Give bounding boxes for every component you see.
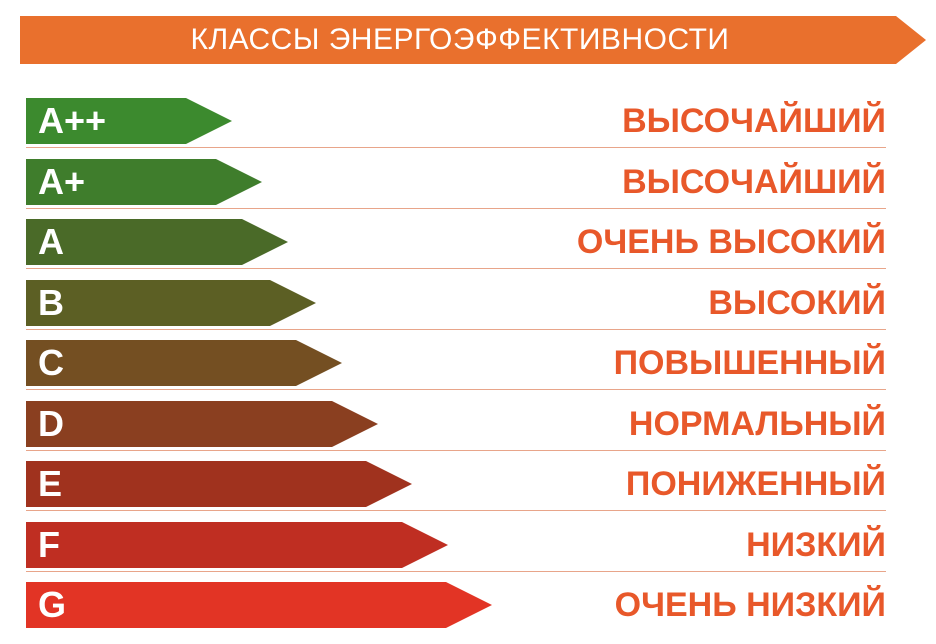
row-divider (26, 268, 886, 269)
energy-class-description: ОЧЕНЬ НИЗКИЙ (614, 586, 886, 624)
arrow-shape (26, 461, 412, 507)
energy-class-arrow: C (26, 340, 342, 386)
energy-class-arrow: F (26, 521, 448, 568)
row-divider (26, 389, 886, 390)
arrow-shape (26, 582, 492, 628)
row-divider (26, 147, 886, 148)
arrow-shape (26, 98, 232, 144)
energy-class-arrow: D (26, 400, 378, 447)
energy-class-row: E ПОНИЖЕННЫЙ (0, 455, 936, 515)
energy-class-label: C (38, 342, 64, 383)
energy-class-row: C ПОВЫШЕННЫЙ (0, 334, 936, 394)
row-divider (26, 449, 886, 451)
row-divider (26, 510, 886, 511)
page-title: КЛАССЫ ЭНЕРГОЭФФЕКТИВНОСТИ (190, 23, 730, 56)
energy-class-row: D НОРМАЛЬНЫЙ (0, 395, 936, 455)
energy-class-row: F НИЗКИЙ (0, 516, 936, 576)
arrow-shape (26, 158, 262, 205)
energy-class-description: ОЧЕНЬ ВЫСОКИЙ (576, 223, 886, 261)
energy-class-arrow: A++ (26, 98, 232, 144)
arrow-shape (26, 521, 448, 568)
energy-class-description: ПОНИЖЕННЫЙ (625, 465, 886, 503)
energy-class-arrow: A+ (26, 158, 262, 205)
energy-class-label: B (38, 281, 64, 323)
row-divider (26, 328, 886, 330)
energy-class-label: D (38, 402, 64, 444)
energy-class-arrow: B (26, 279, 316, 326)
energy-class-description: ПОВЫШЕННЫЙ (613, 344, 886, 382)
energy-class-label: A+ (38, 160, 86, 202)
energy-class-description: ВЫСОКИЙ (708, 283, 886, 322)
energy-class-description: НОРМАЛЬНЫЙ (628, 404, 886, 443)
arrow-shape (26, 219, 288, 265)
arrow-shape (26, 279, 316, 326)
energy-class-label: F (38, 523, 60, 565)
energy-class-row: A++ ВЫСОЧАЙШИЙ (0, 92, 936, 152)
header-arrow-shape (20, 16, 926, 64)
energy-class-description: ВЫСОЧАЙШИЙ (622, 162, 886, 201)
energy-class-row: A+ ВЫСОЧАЙШИЙ (0, 153, 936, 213)
energy-class-label: A (38, 221, 64, 262)
header-banner: КЛАССЫ ЭНЕРГОЭФФЕКТИВНОСТИ (20, 16, 926, 64)
energy-class-arrow: G (26, 582, 492, 628)
row-divider (26, 207, 886, 209)
arrow-shape (26, 340, 342, 386)
energy-class-row: G ОЧЕНЬ НИЗКИЙ (0, 576, 936, 636)
energy-class-label: E (38, 463, 63, 504)
row-divider (26, 570, 886, 572)
arrow-shape (26, 400, 378, 447)
energy-class-description: НИЗКИЙ (746, 525, 886, 564)
energy-class-label: G (38, 584, 67, 625)
energy-class-row: A ОЧЕНЬ ВЫСОКИЙ (0, 213, 936, 273)
energy-class-arrow: A (26, 219, 288, 265)
energy-class-label: A++ (38, 100, 107, 141)
energy-class-row: B ВЫСОКИЙ (0, 274, 936, 334)
energy-class-description: ВЫСОЧАЙШИЙ (622, 102, 886, 140)
energy-class-arrow: E (26, 461, 412, 507)
